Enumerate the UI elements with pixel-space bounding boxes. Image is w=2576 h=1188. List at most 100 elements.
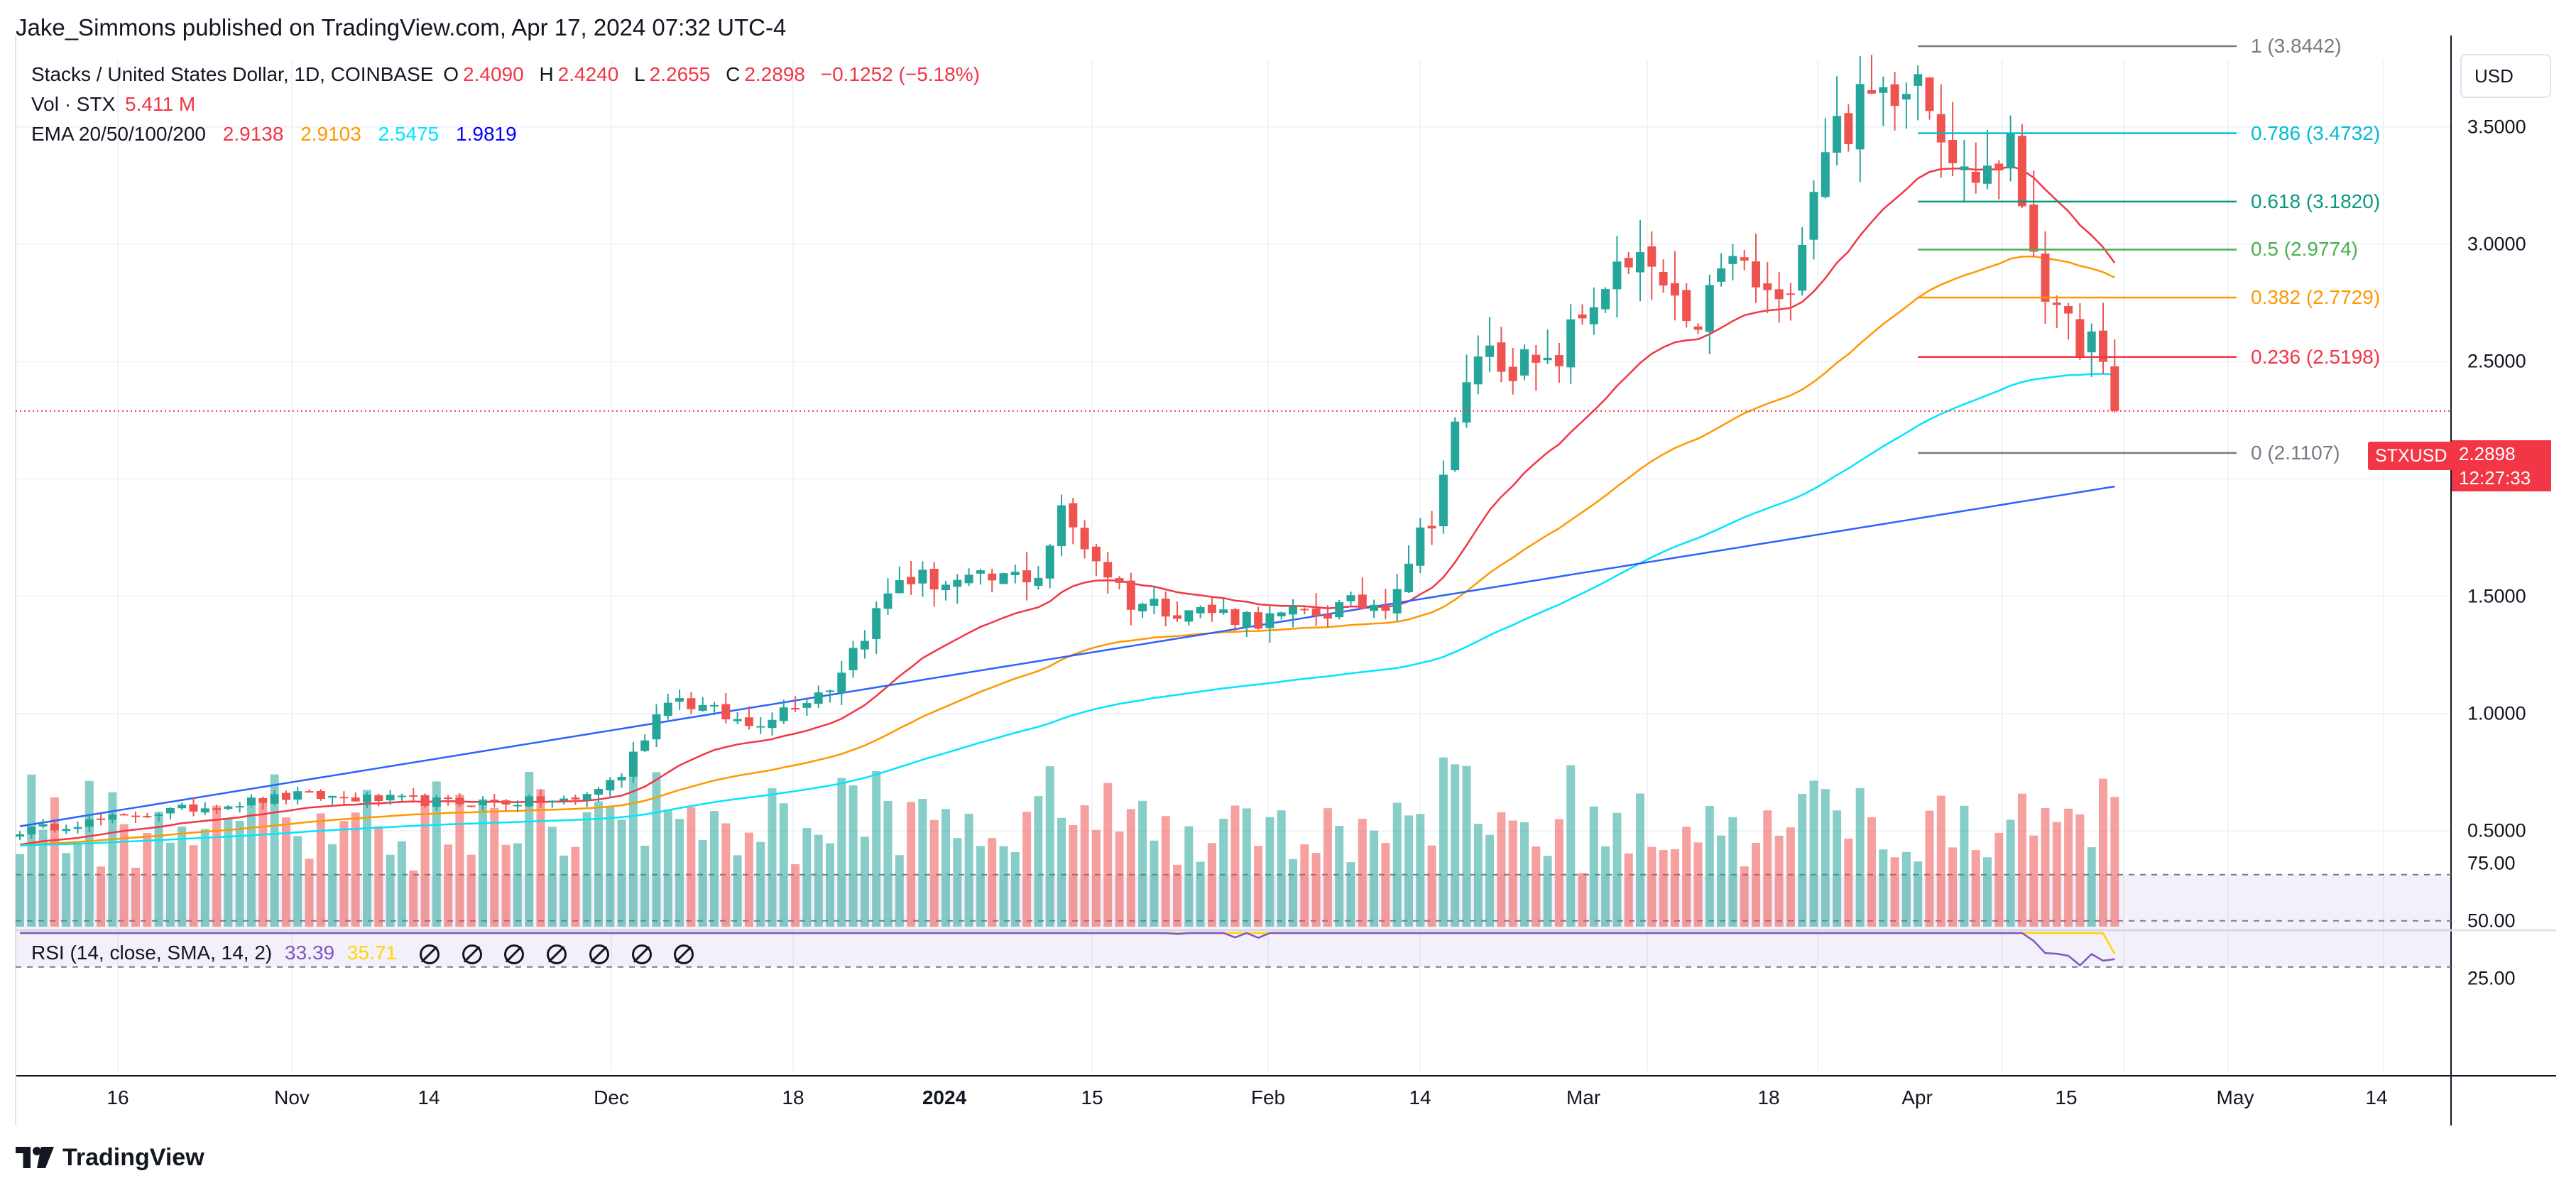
volume-bar (1485, 834, 1495, 927)
volume-bar (2006, 819, 2015, 927)
rsi-axis-label: 75.00 (2467, 852, 2516, 874)
ema100-line (19, 373, 2115, 846)
high-value: 2.4240 (557, 63, 619, 85)
volume-bar (1381, 843, 1390, 927)
candle-body (1404, 563, 1413, 593)
candle-body (1717, 268, 1726, 282)
candle-body (1126, 580, 1135, 610)
candle-body (663, 702, 672, 716)
rsi-label[interactable]: RSI (14, close, SMA, 14, 2) (31, 942, 273, 964)
volume-bar (814, 834, 823, 927)
candle-body (189, 804, 198, 812)
volume-bar (1659, 850, 1668, 927)
volume-bar (513, 843, 522, 927)
candle-body (1173, 615, 1181, 619)
volume-bar (1566, 765, 1576, 927)
candle-body (988, 573, 997, 581)
volume-label[interactable]: Vol · STX (31, 93, 116, 115)
candle-body (1994, 163, 2004, 170)
volume-bar (744, 832, 753, 927)
candle-body (1543, 357, 1552, 361)
volume-bar (918, 799, 927, 927)
candle-body (200, 808, 209, 813)
time-axis-label: Nov (274, 1086, 310, 1108)
candle-body (1983, 165, 1992, 184)
candle-body (895, 580, 904, 594)
volume-bar (16, 854, 24, 927)
candle-body (640, 740, 650, 751)
candle-body (235, 806, 244, 808)
volume-bar (1370, 830, 1379, 927)
fib-level-label: 0 (2.1107) (2251, 441, 2340, 464)
ema20-value: 2.9138 (222, 123, 284, 145)
candle-body (1774, 289, 1784, 300)
symbol-title[interactable]: Stacks / United States Dollar, 1D, COINB… (31, 63, 434, 85)
candle-body (1855, 84, 1865, 150)
candle-body (1473, 356, 1483, 385)
volume-bar (1624, 853, 1633, 927)
close-label: C (726, 63, 741, 85)
candle-body (560, 798, 569, 801)
volume-bar (802, 828, 812, 927)
candle-body (1034, 577, 1043, 587)
candle-body (1960, 166, 1969, 170)
ema-label[interactable]: EMA 20/50/100/200 (31, 123, 206, 145)
candle-body (1370, 604, 1379, 611)
volume-bar (1323, 808, 1332, 927)
volume-bar (1462, 765, 1471, 927)
change-value: −0.1252 (−5.18%) (820, 63, 980, 85)
volume-bar (756, 841, 765, 927)
ema20-line (19, 165, 2116, 846)
volume-bar (652, 772, 661, 927)
candle-body (178, 805, 187, 809)
candle-body (547, 800, 557, 802)
candle-body (1578, 314, 1587, 319)
candle-body (490, 800, 499, 802)
volume-bar (281, 817, 290, 927)
candle-body (143, 816, 152, 818)
volume-bar (1867, 817, 1876, 927)
volume-bar (1936, 795, 1945, 927)
tradingview-logo[interactable]: TradingView (16, 1140, 204, 1175)
volume-bar (1439, 757, 1448, 927)
candle-body (363, 794, 371, 802)
volume-bar (1809, 780, 1818, 927)
volume-bar (779, 803, 788, 927)
volume-bar (1219, 818, 1228, 927)
volume-bar (258, 801, 268, 927)
candle-body (212, 808, 222, 810)
volume-bar (131, 867, 140, 927)
time-axis-label: 15 (2055, 1086, 2078, 1108)
candle-body (652, 714, 661, 740)
price-axis-label: 2.5000 (2467, 350, 2526, 372)
candle-body (628, 751, 638, 777)
volume-bar (1601, 846, 1610, 927)
volume-bar (119, 824, 129, 927)
volume-bar (73, 843, 82, 927)
volume-bar (1184, 826, 1194, 927)
volume-bar (617, 819, 626, 927)
candle-body (281, 792, 290, 800)
volume-bar (1578, 873, 1587, 927)
candle-body (953, 579, 962, 587)
candle-body (1936, 114, 1945, 143)
candle-body (1451, 421, 1460, 471)
candle-body (1069, 503, 1078, 528)
candle-body (479, 800, 487, 806)
candle-body (119, 814, 129, 816)
candle-body (2006, 133, 2015, 169)
volume-bar (178, 827, 187, 927)
currency-button[interactable]: USD (2460, 54, 2551, 98)
volume-bar (1346, 862, 1355, 927)
candle-body (571, 797, 580, 800)
candle-body (1022, 570, 1032, 583)
rsi-axis-label: 50.00 (2467, 910, 2516, 932)
candle-body (513, 805, 522, 807)
volume-bar (976, 846, 985, 927)
volume-bar (1914, 861, 1923, 927)
volume-bar (2064, 808, 2073, 927)
volume-bar (1034, 796, 1043, 927)
volume-bar (397, 841, 406, 927)
candle-body (27, 827, 36, 835)
